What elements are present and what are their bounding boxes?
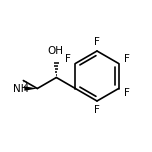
- Text: 2: 2: [23, 81, 28, 90]
- Text: F: F: [65, 54, 71, 64]
- Text: F: F: [124, 88, 129, 98]
- Polygon shape: [24, 86, 37, 91]
- Text: OH: OH: [47, 47, 63, 57]
- Text: F: F: [124, 54, 129, 64]
- Text: F: F: [94, 37, 100, 47]
- Text: NH: NH: [13, 85, 29, 95]
- Text: F: F: [94, 105, 100, 115]
